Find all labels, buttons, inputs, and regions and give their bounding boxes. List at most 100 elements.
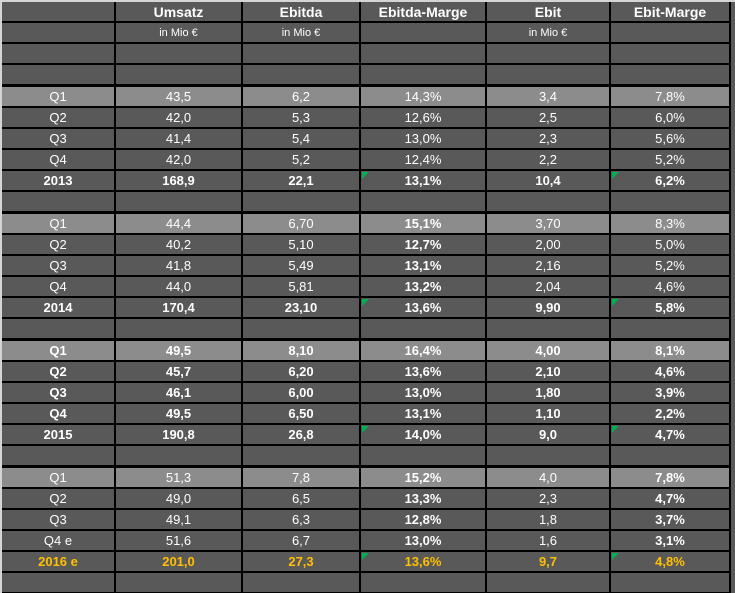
column-header[interactable]: Umsatz [114,2,243,23]
row-label-cell[interactable]: Q1 [2,465,116,489]
value-cell[interactable]: 6,50 [241,402,361,425]
value-cell[interactable]: 12,4% [359,148,487,171]
value-cell[interactable]: 5,8% [609,296,731,319]
value-cell[interactable] [609,42,731,65]
row-label-cell[interactable]: Q3 [2,127,116,150]
value-cell[interactable]: 8,3% [609,211,731,235]
row-label-cell[interactable]: Q1 [2,84,116,108]
value-cell[interactable] [485,42,611,65]
value-cell[interactable]: 49,5 [114,338,243,362]
row-label-cell[interactable]: 2015 [2,423,116,446]
row-label-cell[interactable]: Q3 [2,381,116,404]
value-cell[interactable] [359,317,487,341]
value-cell[interactable] [359,444,487,468]
value-cell[interactable] [241,190,361,214]
value-cell[interactable]: 2,16 [485,254,611,277]
value-cell[interactable]: 51,3 [114,465,243,489]
value-cell[interactable]: 3,1% [609,529,731,552]
value-cell[interactable]: 26,8 [241,423,361,446]
row-label-cell[interactable]: Q4 [2,402,116,425]
value-cell[interactable]: 13,0% [359,529,487,552]
value-cell[interactable]: 2,00 [485,233,611,256]
value-cell[interactable]: 170,4 [114,296,243,319]
column-header[interactable]: Ebitda-Marge [359,2,487,23]
value-cell[interactable]: 5,2% [609,148,731,171]
value-cell[interactable] [609,190,731,214]
value-cell[interactable]: 3,9% [609,381,731,404]
value-cell[interactable]: 12,8% [359,508,487,531]
value-cell[interactable] [485,444,611,468]
value-cell[interactable]: 4,00 [485,338,611,362]
value-cell[interactable] [609,317,731,341]
value-cell[interactable] [114,317,243,341]
value-cell[interactable]: 2,10 [485,360,611,383]
value-cell[interactable]: 4,0 [485,465,611,489]
value-cell[interactable]: 7,8 [241,465,361,489]
value-cell[interactable]: 201,0 [114,550,243,573]
value-cell[interactable] [114,444,243,468]
value-cell[interactable]: 10,4 [485,169,611,192]
column-header[interactable]: Ebit-Marge [609,2,731,23]
row-label-cell[interactable] [2,190,116,214]
value-cell[interactable]: 13,6% [359,296,487,319]
value-cell[interactable]: 6,70 [241,211,361,235]
value-cell[interactable]: 1,8 [485,508,611,531]
value-cell[interactable]: 3,70 [485,211,611,235]
value-cell[interactable]: 12,7% [359,233,487,256]
value-cell[interactable] [609,444,731,468]
value-cell[interactable]: 16,4% [359,338,487,362]
row-label-cell[interactable] [2,63,116,87]
value-cell[interactable] [485,63,611,87]
value-cell[interactable]: 3,7% [609,508,731,531]
value-cell[interactable]: 6,00 [241,381,361,404]
value-cell[interactable]: 1,10 [485,402,611,425]
value-cell[interactable] [485,190,611,214]
row-label-cell[interactable] [2,444,116,468]
value-cell[interactable]: 40,2 [114,233,243,256]
row-label-cell[interactable]: Q4 [2,275,116,298]
value-cell[interactable]: 2,2% [609,402,731,425]
value-cell[interactable] [485,571,611,593]
value-cell[interactable]: 168,9 [114,169,243,192]
value-cell[interactable] [241,42,361,65]
value-cell[interactable]: 9,90 [485,296,611,319]
value-cell[interactable]: 41,4 [114,127,243,150]
value-cell[interactable]: 5,10 [241,233,361,256]
value-cell[interactable]: 42,0 [114,148,243,171]
value-cell[interactable]: 6,2 [241,84,361,108]
value-cell[interactable] [241,63,361,87]
value-cell[interactable]: 46,1 [114,381,243,404]
value-cell[interactable] [114,42,243,65]
value-cell[interactable]: 12,6% [359,106,487,129]
value-cell[interactable]: 7,8% [609,84,731,108]
value-cell[interactable]: 7,8% [609,465,731,489]
column-unit[interactable]: in Mio € [241,21,361,44]
row-label-cell[interactable]: Q3 [2,508,116,531]
value-cell[interactable] [114,571,243,593]
column-unit[interactable]: in Mio € [485,21,611,44]
value-cell[interactable]: 13,1% [359,169,487,192]
value-cell[interactable]: 1,80 [485,381,611,404]
value-cell[interactable]: 2,04 [485,275,611,298]
value-cell[interactable]: 22,1 [241,169,361,192]
value-cell[interactable]: 5,2% [609,254,731,277]
value-cell[interactable]: 5,0% [609,233,731,256]
value-cell[interactable]: 6,7 [241,529,361,552]
value-cell[interactable]: 49,1 [114,508,243,531]
value-cell[interactable]: 13,6% [359,550,487,573]
value-cell[interactable]: 4,7% [609,423,731,446]
value-cell[interactable]: 15,1% [359,211,487,235]
value-cell[interactable]: 2,5 [485,106,611,129]
value-cell[interactable] [359,63,487,87]
row-label-cell[interactable]: Q2 [2,487,116,510]
row-label-cell[interactable]: Q3 [2,254,116,277]
value-cell[interactable]: 6,3 [241,508,361,531]
value-cell[interactable]: 8,10 [241,338,361,362]
value-cell[interactable]: 49,5 [114,402,243,425]
value-cell[interactable]: 44,4 [114,211,243,235]
value-cell[interactable]: 5,6% [609,127,731,150]
column-unit[interactable]: in Mio € [114,21,243,44]
value-cell[interactable]: 2,3 [485,487,611,510]
row-label-cell[interactable]: Q2 [2,360,116,383]
value-cell[interactable]: 2,2 [485,148,611,171]
